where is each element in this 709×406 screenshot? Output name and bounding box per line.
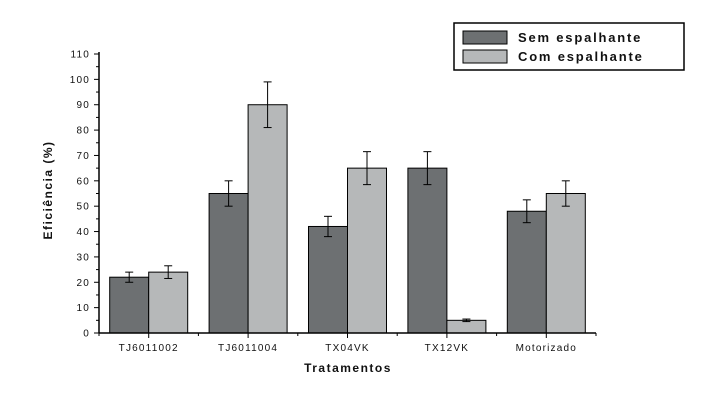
y-tick-label: 10 (76, 303, 90, 314)
legend-swatch-sem-espalhante (462, 30, 508, 45)
legend: Sem espalhante Com espalhante (453, 22, 685, 71)
bar-tj6011002-s1 (148, 271, 189, 334)
x-tick-label-tx12vk: TX12VK (425, 343, 469, 354)
y-tick-label: 80 (76, 126, 90, 137)
bar-motorizado-s1 (545, 193, 586, 334)
y-tick-label: 70 (76, 151, 90, 162)
y-tick-label: 30 (76, 252, 90, 263)
y-tick-label: 0 (83, 329, 90, 340)
y-tick-label: 90 (76, 100, 90, 111)
y-tick-label: 50 (76, 202, 90, 213)
bar-tj6011002-s0 (109, 276, 150, 334)
y-tick-label: 20 (76, 278, 90, 289)
bar-motorizado-s0 (506, 210, 547, 334)
bar-tx12vk-s1 (446, 319, 487, 334)
x-axis-title: Tratamentos (304, 361, 392, 375)
bars-layer (109, 104, 586, 334)
bar-tx12vk-s0 (407, 167, 448, 334)
x-tick-label-motorizado: Motorizado (516, 343, 577, 354)
bar-tx04vk-s0 (308, 225, 348, 334)
x-tick-label-tj6011002: TJ6011002 (119, 343, 179, 354)
ticks-layer: 0 10 20 30 40 50 60 70 80 90 100 110 TJ6011002 TJ6011… (70, 50, 597, 354)
y-tick-label: 100 (70, 75, 90, 86)
y-tick-label: 40 (76, 227, 90, 238)
error-bars-layer (125, 81, 570, 323)
x-tick-label-tx04vk: TX04VK (325, 343, 369, 354)
y-tick-label: 60 (76, 176, 90, 187)
legend-label-sem-espalhante: Sem espalhante (518, 30, 642, 45)
bar-tj6011004-s1 (247, 104, 288, 334)
legend-swatch-com-espalhante (462, 49, 508, 64)
y-axis-title: Eficiência (%) (41, 140, 55, 239)
x-tick-label-tj6011004: TJ6011004 (218, 343, 278, 354)
bar-tj6011004-s0 (208, 193, 249, 334)
legend-label-com-espalhante: Com espalhante (518, 49, 644, 64)
bar-tx04vk-s1 (347, 167, 387, 334)
y-tick-label: 110 (70, 50, 90, 61)
